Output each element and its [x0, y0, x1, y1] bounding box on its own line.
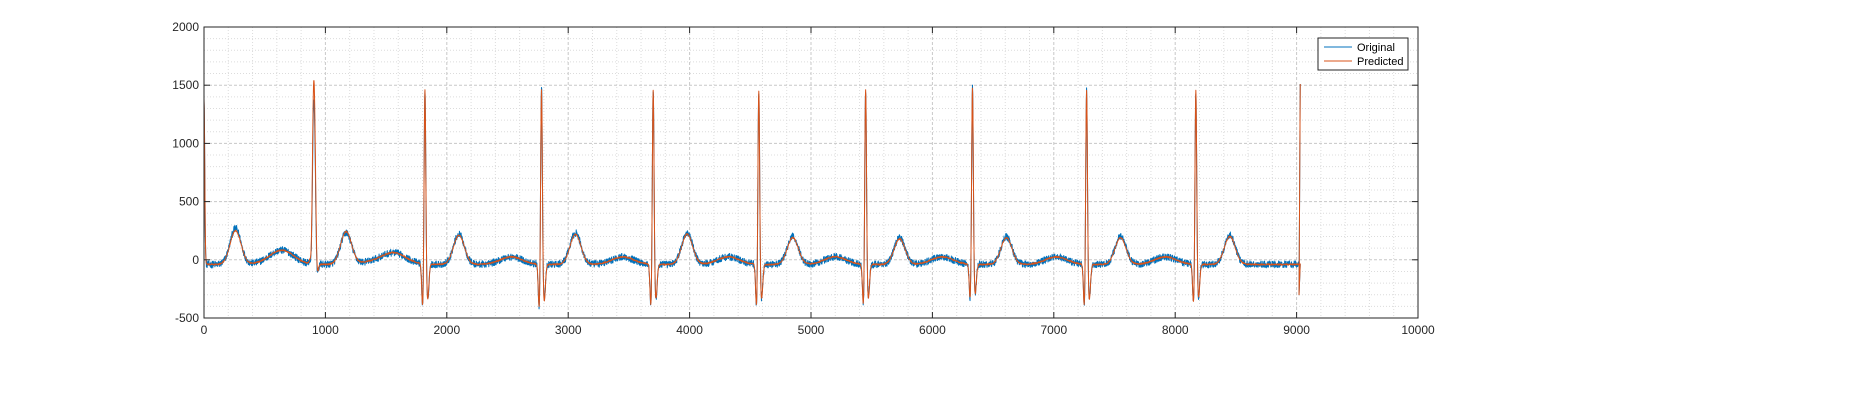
x-tick-label: 2000: [433, 323, 460, 337]
y-tick-label: -500: [175, 311, 199, 325]
x-tick-label: 6000: [919, 323, 946, 337]
axis-ticks: [203, 26, 1419, 319]
x-tick-label: 8000: [1162, 323, 1189, 337]
series-line-predicted: [203, 80, 1301, 307]
y-tick-label: 500: [179, 195, 199, 209]
y-tick-label: 1500: [172, 78, 199, 92]
x-tick-label: 9000: [1283, 323, 1310, 337]
y-tick-label: 1000: [172, 136, 199, 150]
y-tick-label: 0: [192, 253, 199, 267]
x-tick-label: 4000: [676, 323, 703, 337]
x-tick-label: 10000: [1401, 323, 1435, 337]
x-tick-label: 1000: [312, 323, 339, 337]
y-tick-label: 2000: [172, 20, 199, 34]
legend-box: [1317, 37, 1409, 71]
x-tick-label: 0: [201, 323, 208, 337]
legend-label-original: Original: [1357, 42, 1395, 54]
legend-label-predicted: Predicted: [1357, 56, 1403, 68]
x-tick-label: 7000: [1040, 323, 1067, 337]
x-axis-tick-labels: 0 1000 2000 3000 4000 5000 6000 7000 8000 9000 100…: [201, 323, 1435, 337]
legend: Original Predicted: [1317, 37, 1409, 71]
x-tick-label: 5000: [798, 323, 825, 337]
series-layer: [203, 80, 1301, 310]
y-axis-tick-labels: -500 0 500 1000 1500 2000: [172, 20, 199, 325]
x-tick-label: 3000: [555, 323, 582, 337]
